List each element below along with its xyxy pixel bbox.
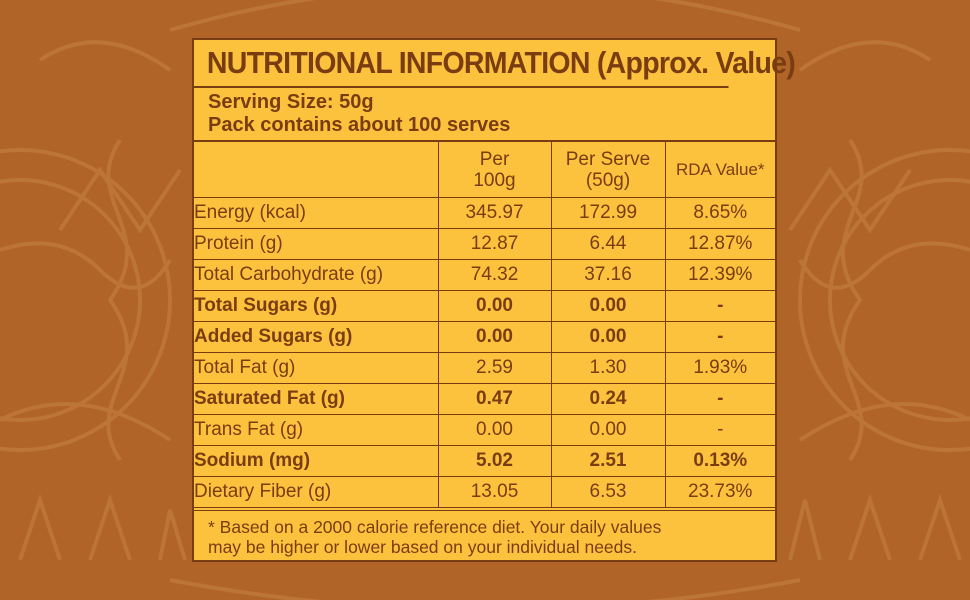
header-rda: RDA Value* [664,142,775,198]
value-per-100g: 0.47 [437,383,552,415]
table-row: Total Carbohydrate (g) 74.32 37.16 12.39% [194,259,775,291]
nutrient-name: Sodium (mg) [194,445,439,477]
footnote-line2: may be higher or lower based on your ind… [208,537,638,557]
value-per-serve: 2.51 [550,445,666,477]
nutrient-name: Energy (kcal) [194,197,439,229]
table-row: Added Sugars (g) 0.00 0.00- [194,321,775,353]
value-rda: 12.87% [664,228,775,260]
value-per-100g: 5.02 [437,445,552,477]
value-rda: 12.39% [664,259,775,291]
table-row: Total Sugars (g) 0.00 0.00- [194,290,775,322]
value-per-serve: 37.16 [550,259,666,291]
nutrient-name: Protein (g) [194,228,439,260]
nutrient-name: Total Carbohydrate (g) [194,259,439,291]
header-per-serve-line1: Per Serve [565,148,651,170]
nutrient-name: Dietary Fiber (g) [194,476,439,508]
table-row: Sodium (mg) 5.02 2.51 0.13% [194,445,775,477]
table-row: Total Fat (g) 2.59 1.30 1.93% [194,352,775,384]
value-per-serve: 0.00 [550,290,666,322]
table-row: Dietary Fiber (g) 13.05 6.53 23.73% [194,476,775,508]
nutrient-name: Total Fat (g) [194,352,439,384]
header-per-serve-line2: (50g) [585,169,631,191]
value-per-100g: 345.97 [437,197,552,229]
footnote: * Based on a 2000 calorie reference diet… [194,510,775,560]
value-per-serve: 1.30 [550,352,666,384]
value-rda: - [664,414,775,446]
value-rda: 8.65% [664,197,775,229]
header-nutrient [194,142,439,198]
header-per-100g-line2: 100g [473,169,516,191]
value-per-serve: 6.44 [550,228,666,260]
value-per-100g: 0.00 [437,290,552,322]
value-rda: 23.73% [664,476,775,508]
value-per-100g: 74.32 [437,259,552,291]
table-header-row: Per 100g Per Serve (50g) RDA Value* [194,142,775,198]
serving-info: Serving Size: 50g Pack contains about 10… [194,88,775,142]
table-row: Energy (kcal) 345.97 172.99 8.65% [194,197,775,229]
table-row: Protein (g) 12.87 6.44 12.87% [194,228,775,260]
table-row: Trans Fat (g) 0.00 0.00- [194,414,775,446]
table-row: Saturated Fat (g) 0.47 0.24- [194,383,775,415]
value-per-100g: 0.00 [437,321,552,353]
value-per-serve: 0.00 [550,321,666,353]
value-rda: 0.13% [664,445,775,477]
nutrient-name: Trans Fat (g) [194,414,439,446]
panel-title: NUTRITIONAL INFORMATION (Approx. Value) [194,40,796,88]
pack-serves: Pack contains about 100 serves [208,114,511,136]
header-per-100g: Per 100g [437,142,552,198]
serving-size: Serving Size: 50g [208,91,374,113]
value-per-100g: 12.87 [437,228,552,260]
value-per-serve: 172.99 [550,197,666,229]
nutrition-table: Per 100g Per Serve (50g) RDA Value* Ener… [194,142,775,508]
nutrient-name: Saturated Fat (g) [194,383,439,415]
value-per-100g: 13.05 [437,476,552,508]
value-rda: 1.93% [664,352,775,384]
value-per-serve: 6.53 [550,476,666,508]
header-per-100g-line1: Per [479,148,510,170]
value-per-100g: 2.59 [437,352,552,384]
footnote-line1: * Based on a 2000 calorie reference diet… [208,517,662,537]
header-per-serve: Per Serve (50g) [550,142,666,198]
nutrient-name: Added Sugars (g) [194,321,439,353]
nutrition-panel: NUTRITIONAL INFORMATION (Approx. Value) … [192,38,796,562]
value-per-serve: 0.00 [550,414,666,446]
value-rda: - [664,383,775,415]
value-per-100g: 0.00 [437,414,552,446]
value-rda: - [664,321,775,353]
value-rda: - [664,290,775,322]
nutrient-name: Total Sugars (g) [194,290,439,322]
value-per-serve: 0.24 [550,383,666,415]
